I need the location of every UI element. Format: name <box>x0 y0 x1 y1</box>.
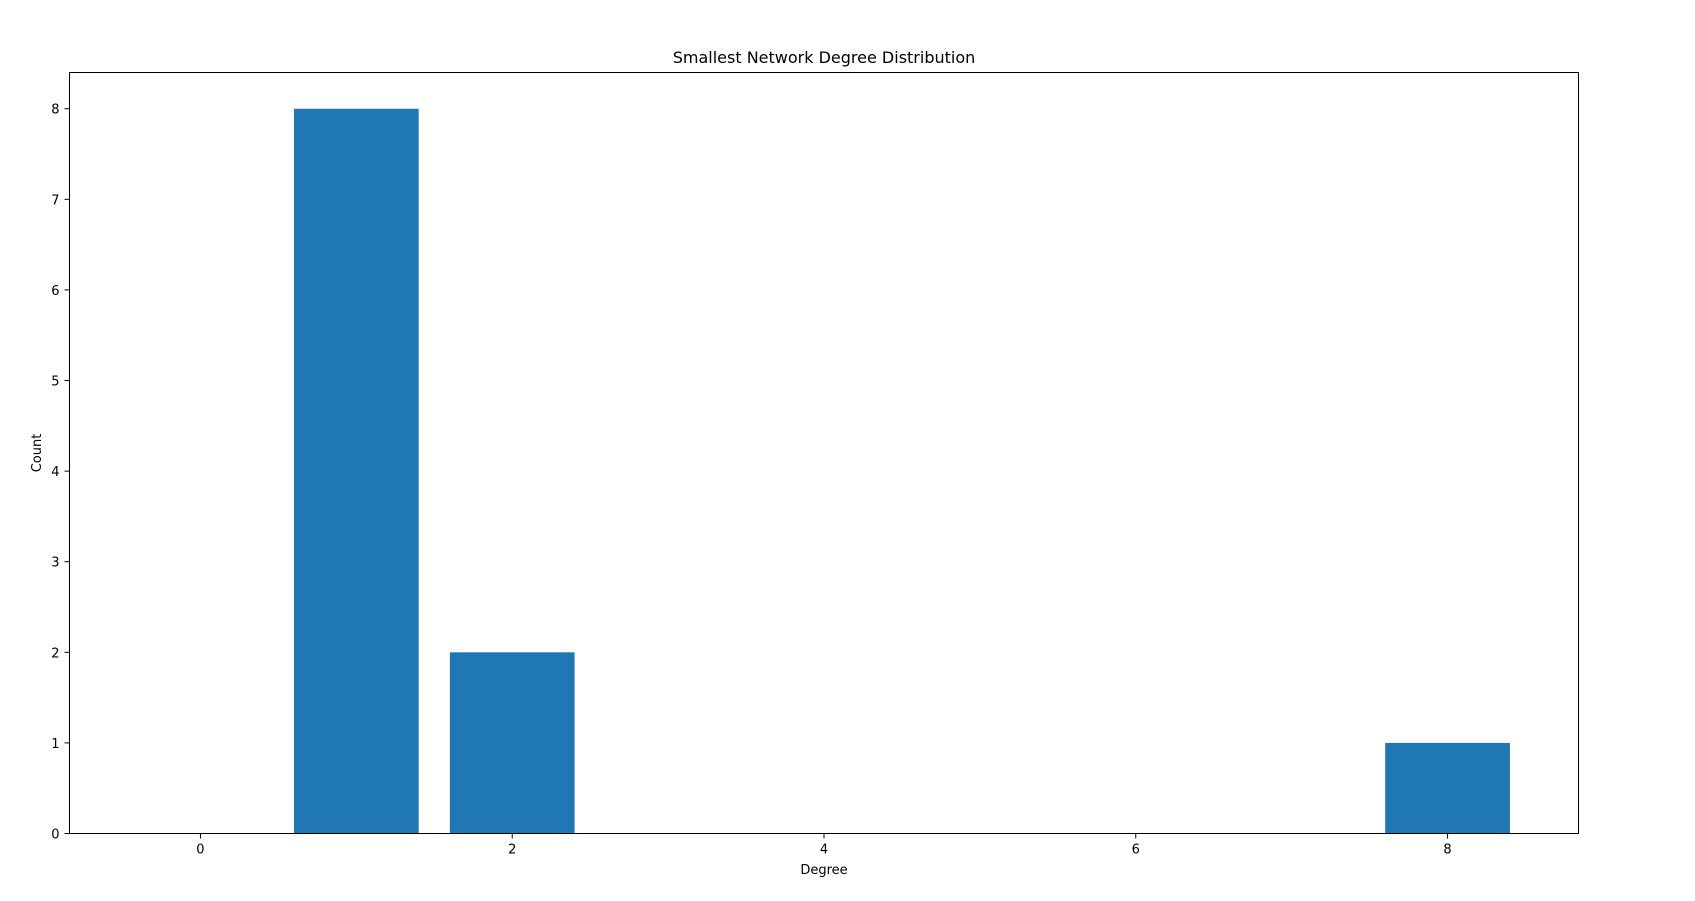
y-tick-label: 1 <box>51 737 59 752</box>
y-tick-label: 4 <box>51 465 59 480</box>
x-tick-label: 6 <box>1132 843 1140 858</box>
bar-degree-2 <box>449 652 575 834</box>
y-tick-label: 8 <box>51 103 59 118</box>
y-tick-label: 2 <box>51 646 59 661</box>
x-axis-label: Degree <box>800 863 847 878</box>
y-axis-label: Count <box>30 434 45 473</box>
x-tick-label: 2 <box>508 843 516 858</box>
x-axis: 0 2 4 6 8 <box>196 833 1452 858</box>
y-axis: 0 1 2 3 4 5 6 7 8 <box>51 103 70 843</box>
x-tick-label: 8 <box>1443 843 1451 858</box>
x-tick-label: 0 <box>196 843 204 858</box>
bars-group <box>293 108 1510 834</box>
y-tick-label: 7 <box>51 193 59 208</box>
chart-title: Smallest Network Degree Distribution <box>673 48 976 67</box>
y-tick-label: 0 <box>51 828 59 843</box>
y-tick-label: 5 <box>51 375 59 390</box>
y-tick-label: 6 <box>51 284 59 299</box>
bar-degree-1 <box>293 108 419 834</box>
bar-degree-8 <box>1385 742 1510 834</box>
y-tick-label: 3 <box>51 556 59 571</box>
x-tick-label: 4 <box>820 843 828 858</box>
